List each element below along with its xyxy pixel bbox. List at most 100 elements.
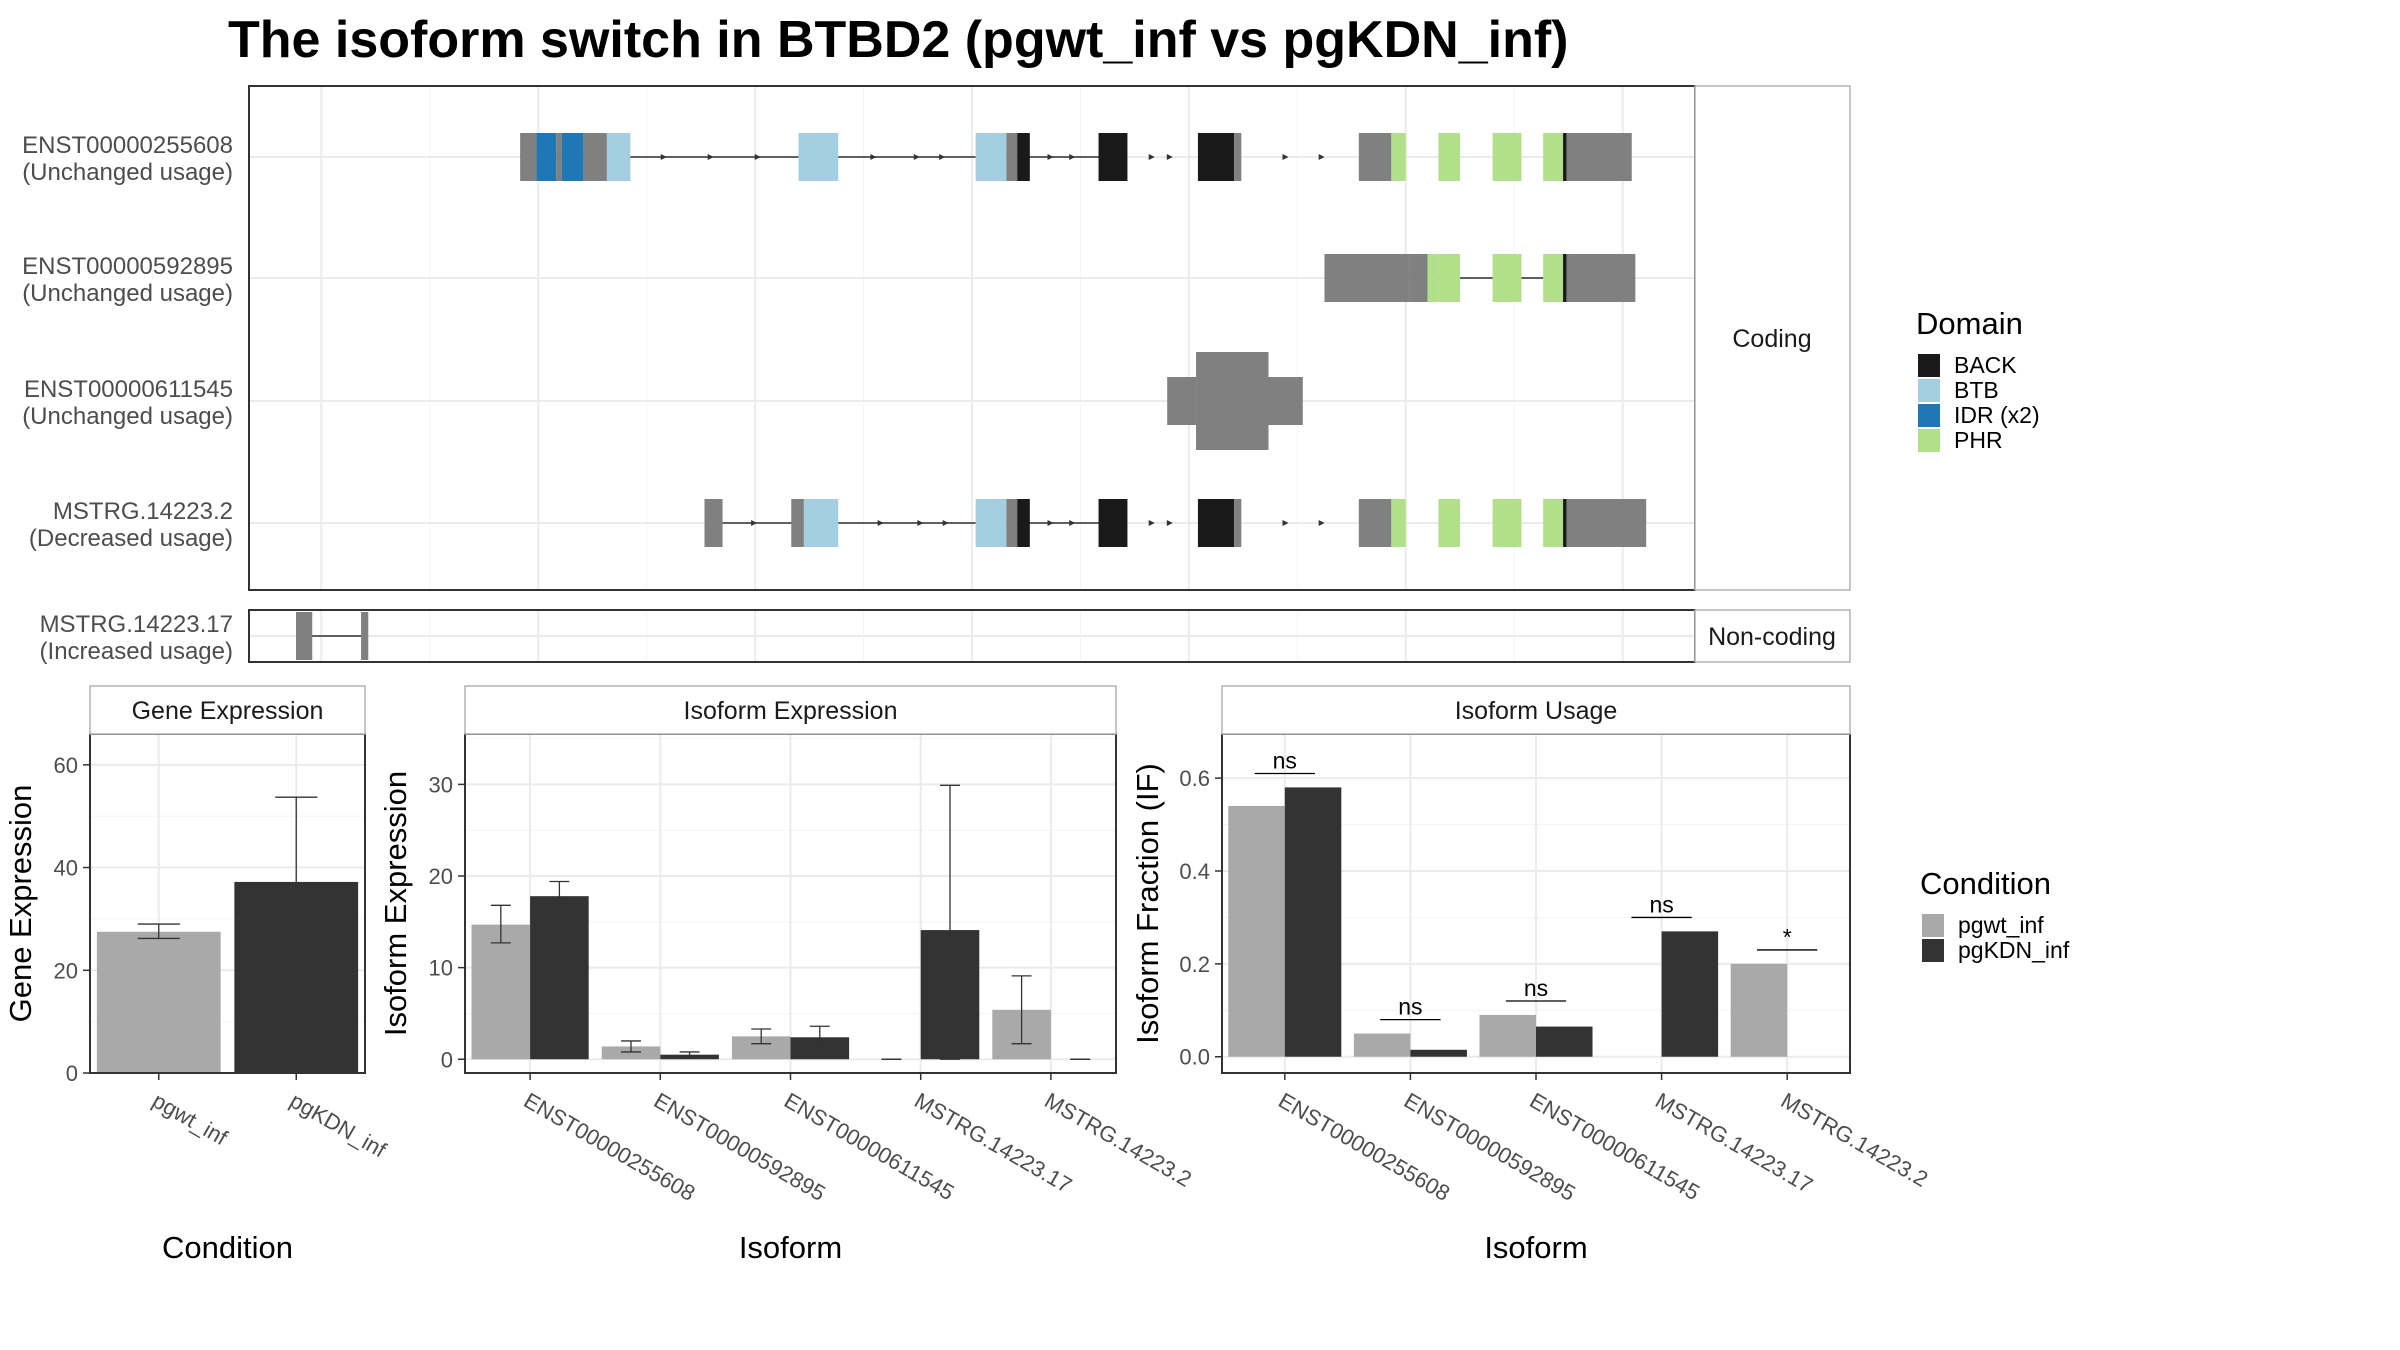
transcript-id-label: ENST00000611545 [24, 376, 233, 403]
domain-block-btb [975, 133, 1007, 181]
bar [790, 1037, 850, 1060]
y-tick-label: 0 [441, 1047, 453, 1072]
y-tick-label: 20 [429, 864, 453, 889]
transcript-usage-label: (Unchanged usage) [22, 403, 233, 430]
bar [1661, 931, 1719, 1057]
y-tick-label: 60 [54, 753, 78, 778]
exon-block [295, 612, 313, 660]
y-axis-title: Isoform Fraction (IF) [1130, 763, 1165, 1044]
domain-legend-swatch [1918, 354, 1940, 377]
domain-block-phr [1492, 499, 1522, 547]
y-tick-label: 30 [429, 772, 453, 797]
domain-block-phr [1438, 499, 1461, 547]
domain-block-phr [1492, 133, 1522, 181]
intron-arrow [917, 520, 924, 526]
intron-arrow [1148, 154, 1155, 160]
coding-strip-label: Coding [1732, 325, 1811, 353]
transcript-id-label: ENST00000255608 [22, 132, 233, 159]
domain-block-back [1017, 499, 1030, 547]
domain-legend-swatch [1918, 404, 1940, 427]
y-tick-label: 0.6 [1179, 766, 1210, 791]
domain-block-phr [1391, 499, 1406, 547]
domain-block-btb [803, 499, 839, 547]
y-tick-label: 0.2 [1179, 952, 1210, 977]
transcript-usage-label: (Unchanged usage) [22, 280, 233, 307]
exon-block [1006, 499, 1018, 547]
domain-block-phr [1427, 254, 1439, 302]
coding-transcript-labels: ENST00000255608(Unchanged usage)ENST0000… [22, 132, 233, 552]
intron-arrow [660, 154, 667, 160]
y-tick-label: 20 [54, 958, 78, 983]
condition-legend-title: Condition [1920, 866, 2051, 901]
exon-block [520, 133, 537, 181]
intron-arrow [1166, 154, 1173, 160]
domain-block-btb [606, 133, 631, 181]
x-tick-label: pgKDN_inf [286, 1088, 391, 1163]
domain-block-phr [1438, 254, 1461, 302]
significance-label: ns [1398, 994, 1422, 1020]
gene-expression-chart: Gene Expression 0 20 40 60 pgwt_inf pgKDN_inf C… [3, 685, 391, 1265]
exon-block [704, 499, 723, 547]
coding-structure-panel: Coding ENST00000255608(Unchanged usage)E… [22, 85, 1851, 591]
intron-arrow [1318, 520, 1325, 526]
exon-block [1234, 133, 1242, 181]
intron-arrow [707, 154, 714, 160]
noncoding-structure-panel: Non-coding MSTRG.14223.17(Increased usag… [40, 609, 1851, 665]
facet-strip [464, 685, 1117, 735]
exon-block [1234, 499, 1242, 547]
condition-legend-label: pgwt_inf [1958, 912, 2044, 938]
significance-label: ns [1524, 975, 1548, 1001]
x-axis-title: Isoform [1484, 1230, 1587, 1265]
intron-arrow [1047, 520, 1054, 526]
domain-legend-swatch [1918, 429, 1940, 452]
y-tick-label: 0.4 [1179, 859, 1210, 884]
domain-legend-swatch [1918, 379, 1940, 402]
exon-block [1566, 254, 1636, 302]
exon-block [1409, 254, 1428, 302]
domain-block-back [1017, 133, 1030, 181]
exon-block [556, 133, 562, 181]
bar [530, 896, 589, 1060]
noncoding-transcripts [295, 612, 369, 660]
bar [1228, 805, 1285, 1057]
bar [96, 931, 221, 1073]
y-axis-title: Isoform Expression [378, 771, 413, 1036]
intron-arrow [1069, 154, 1076, 160]
facet-strip [1221, 685, 1851, 735]
domain-block-back [1098, 499, 1128, 547]
isoform-expression-chart: Isoform Expression0102030ENST00000255608… [378, 685, 1196, 1265]
transcript-id-label: MSTRG.14223.17 [40, 611, 233, 638]
exon-block [1324, 254, 1410, 302]
chart-title: Gene Expression [132, 697, 324, 725]
intron-arrow [751, 520, 758, 526]
exon-block [1358, 499, 1392, 547]
domain-block-phr [1543, 254, 1564, 302]
bar [1730, 963, 1788, 1057]
y-axis-title: Gene Expression [3, 785, 38, 1023]
intron-arrow [870, 154, 877, 160]
intron-arrow [1148, 520, 1155, 526]
bar [471, 924, 531, 1060]
domain-block-back [1098, 133, 1128, 181]
exon-block [583, 133, 607, 181]
x-axis-title: Isoform [739, 1230, 842, 1265]
domain-block-back [1197, 133, 1235, 181]
transcript-usage-label: (Increased usage) [40, 638, 233, 665]
bar [1410, 1049, 1467, 1057]
chart-title: Isoform Expression [684, 697, 898, 725]
condition-legend-swatch [1922, 939, 1944, 962]
x-tick-label: pgwt_inf [148, 1088, 232, 1151]
domain-legend-label: PHR [1954, 427, 2003, 453]
exon-block [1358, 133, 1392, 181]
domain-block-phr [1543, 499, 1564, 547]
coding-strip [1694, 85, 1851, 591]
transcript-usage-label: (Decreased usage) [29, 525, 233, 552]
domain-legend-label: IDR (x2) [1954, 402, 2040, 428]
transcript-id-label: MSTRG.14223.2 [53, 498, 233, 525]
transcript-usage-label: (Unchanged usage) [22, 159, 233, 186]
intron-arrow [754, 154, 761, 160]
domain-legend-label: BTB [1954, 377, 1999, 403]
